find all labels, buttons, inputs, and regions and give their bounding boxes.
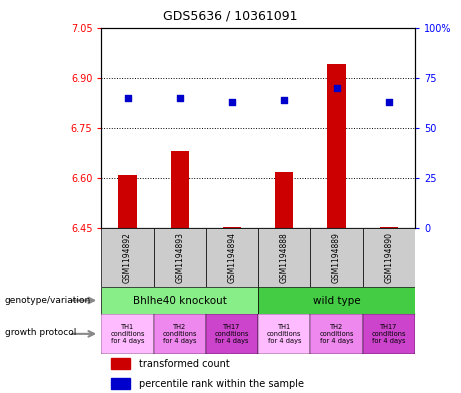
Bar — [310, 228, 363, 287]
Point — [228, 99, 236, 105]
Bar — [379, 227, 398, 228]
Bar — [206, 228, 258, 287]
Bar — [258, 287, 415, 314]
Text: GSM1194892: GSM1194892 — [123, 232, 132, 283]
Bar — [363, 314, 415, 354]
Text: GDS5636 / 10361091: GDS5636 / 10361091 — [163, 10, 298, 23]
Text: TH17
conditions
for 4 days: TH17 conditions for 4 days — [215, 324, 249, 344]
Bar — [118, 176, 136, 228]
Point — [281, 97, 288, 103]
Text: GSM1194888: GSM1194888 — [280, 232, 289, 283]
Bar — [258, 314, 310, 354]
Bar — [111, 358, 130, 369]
Text: wild type: wild type — [313, 296, 361, 306]
Bar — [275, 172, 293, 228]
Text: GSM1194894: GSM1194894 — [228, 232, 236, 283]
Bar — [154, 228, 206, 287]
Bar — [363, 228, 415, 287]
Text: TH1
conditions
for 4 days: TH1 conditions for 4 days — [110, 324, 145, 344]
Text: GSM1194893: GSM1194893 — [175, 232, 184, 283]
Bar — [327, 64, 346, 228]
Text: genotype/variation: genotype/variation — [5, 296, 91, 305]
Text: GSM1194889: GSM1194889 — [332, 232, 341, 283]
Bar — [258, 228, 310, 287]
Bar — [171, 151, 189, 228]
Text: transformed count: transformed count — [139, 359, 230, 369]
Bar — [154, 314, 206, 354]
Text: growth protocol: growth protocol — [5, 328, 76, 336]
Bar — [223, 227, 241, 228]
Bar — [101, 228, 154, 287]
Text: TH17
conditions
for 4 days: TH17 conditions for 4 days — [372, 324, 406, 344]
Point — [124, 94, 131, 101]
Text: GSM1194890: GSM1194890 — [384, 232, 393, 283]
Text: TH1
conditions
for 4 days: TH1 conditions for 4 days — [267, 324, 301, 344]
Point — [176, 94, 183, 101]
Bar — [206, 314, 258, 354]
Text: Bhlhe40 knockout: Bhlhe40 knockout — [133, 296, 227, 306]
Bar — [310, 314, 363, 354]
Bar — [101, 314, 154, 354]
Point — [333, 84, 340, 91]
Bar — [111, 378, 130, 389]
Text: TH2
conditions
for 4 days: TH2 conditions for 4 days — [163, 324, 197, 344]
Point — [385, 99, 392, 105]
Bar — [101, 287, 258, 314]
Text: percentile rank within the sample: percentile rank within the sample — [139, 378, 304, 389]
Text: TH2
conditions
for 4 days: TH2 conditions for 4 days — [319, 324, 354, 344]
